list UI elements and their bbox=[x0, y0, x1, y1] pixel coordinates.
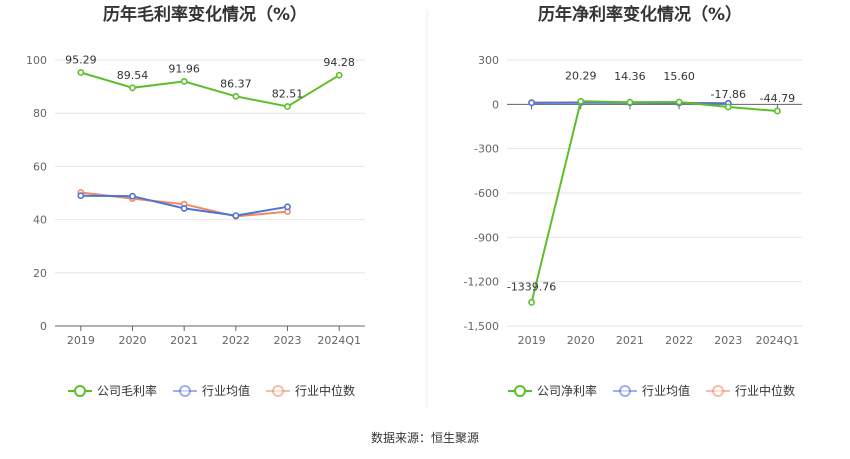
legend-item-industry_avg[interactable]: 行业均值 bbox=[173, 383, 250, 398]
y-tick-label: -600 bbox=[474, 187, 499, 200]
gross-margin-title: 历年毛利率变化情况（%） bbox=[103, 4, 307, 25]
legend-marker bbox=[74, 385, 86, 397]
data-label: 89.54 bbox=[117, 69, 149, 82]
x-tick-label: 2023 bbox=[714, 334, 742, 347]
y-tick-label: 0 bbox=[40, 320, 47, 333]
data-point-company bbox=[675, 98, 683, 106]
x-tick-label: 2024Q1 bbox=[317, 334, 361, 347]
x-tick-label: 2019 bbox=[67, 334, 95, 347]
net-margin-title: 历年净利率变化情况（%） bbox=[538, 4, 742, 25]
y-tick-label: 300 bbox=[478, 54, 499, 67]
data-point-industry_avg bbox=[232, 212, 240, 220]
legend-item-company[interactable]: 公司毛利率 bbox=[68, 383, 157, 398]
data-point-company bbox=[284, 103, 291, 110]
data-point-industry_avg bbox=[528, 99, 535, 107]
y-tick-label: -300 bbox=[474, 143, 499, 156]
data-point-company bbox=[577, 97, 585, 105]
data-point-company bbox=[129, 84, 136, 92]
data-label: 14.36 bbox=[614, 70, 646, 83]
data-point-industry_avg bbox=[284, 203, 291, 211]
legend-marker bbox=[514, 385, 526, 397]
data-label: 15.60 bbox=[663, 70, 695, 83]
gross-margin-chart: 历年毛利率变化情况（%） 0 20 40 60 80 100 2019 2020 2021 202… bbox=[26, 4, 365, 398]
data-label: 94.28 bbox=[323, 56, 355, 69]
legend-marker bbox=[179, 385, 191, 397]
legend-item-industry_median[interactable]: 行业中位数 bbox=[706, 383, 795, 398]
y-tick-label: -1,500 bbox=[464, 320, 499, 333]
legend-marker bbox=[272, 385, 284, 397]
data-label: -44.79 bbox=[760, 92, 795, 105]
data-label: 20.29 bbox=[565, 69, 597, 82]
net-margin-chart: 历年净利率变化情况（%） 300 0 -300 -600 -900 -1,200 -1,50… bbox=[464, 4, 802, 398]
y-tick-label: -900 bbox=[474, 231, 499, 244]
x-tick-label: 2020 bbox=[567, 334, 595, 347]
legend-label: 行业均值 bbox=[202, 383, 250, 398]
y-tick-label: 20 bbox=[33, 267, 47, 280]
data-label: 82.51 bbox=[272, 88, 304, 101]
legend-marker bbox=[712, 385, 724, 397]
x-tick-label: 2021 bbox=[616, 334, 644, 347]
data-point-industry_avg bbox=[77, 192, 85, 200]
y-tick-label: -1,200 bbox=[464, 276, 499, 289]
data-point-company bbox=[232, 92, 240, 100]
y-tick-label: 40 bbox=[33, 214, 47, 227]
legend-label: 行业均值 bbox=[642, 383, 690, 398]
legend-label: 公司毛利率 bbox=[97, 383, 157, 398]
data-point-industry_avg bbox=[180, 205, 188, 212]
legend-label: 行业中位数 bbox=[735, 383, 795, 398]
data-point-company bbox=[774, 107, 781, 115]
legend-label: 公司净利率 bbox=[537, 383, 597, 398]
legend-item-company[interactable]: 公司净利率 bbox=[508, 383, 597, 398]
data-label: 95.29 bbox=[65, 54, 97, 67]
legend-item-industry_median[interactable]: 行业中位数 bbox=[266, 383, 355, 398]
legend-item-industry_avg[interactable]: 行业均值 bbox=[613, 383, 690, 398]
data-label: 86.37 bbox=[220, 77, 252, 90]
legend-marker bbox=[619, 385, 631, 397]
data-label: -1339.76 bbox=[507, 280, 556, 293]
x-tick-label: 2023 bbox=[274, 334, 302, 347]
x-tick-label: 2022 bbox=[222, 334, 250, 347]
series-line-company bbox=[530, 100, 778, 303]
x-tick-label: 2024Q1 bbox=[756, 334, 800, 347]
y-tick-label: 60 bbox=[33, 160, 47, 173]
x-tick-label: 2019 bbox=[518, 334, 546, 347]
data-point-company bbox=[335, 71, 343, 79]
y-tick-label: 0 bbox=[492, 98, 499, 111]
y-tick-label: 80 bbox=[33, 107, 47, 120]
x-tick-label: 2021 bbox=[170, 334, 198, 347]
y-tick-label: 100 bbox=[26, 54, 47, 67]
data-point-company bbox=[77, 69, 85, 76]
x-tick-label: 2022 bbox=[665, 334, 693, 347]
data-point-company bbox=[626, 98, 634, 106]
data-label: -17.86 bbox=[711, 88, 746, 101]
x-tick-label: 2020 bbox=[119, 334, 147, 347]
data-label: 91.96 bbox=[168, 62, 200, 75]
series-line-company bbox=[80, 71, 340, 108]
data-point-company bbox=[528, 298, 535, 306]
data-point-company bbox=[724, 103, 732, 111]
data-point-company bbox=[180, 77, 188, 85]
data-point-industry_avg bbox=[129, 192, 136, 200]
legend-label: 行业中位数 bbox=[295, 383, 355, 398]
source-note: 数据来源：恒生聚源 bbox=[371, 430, 479, 445]
